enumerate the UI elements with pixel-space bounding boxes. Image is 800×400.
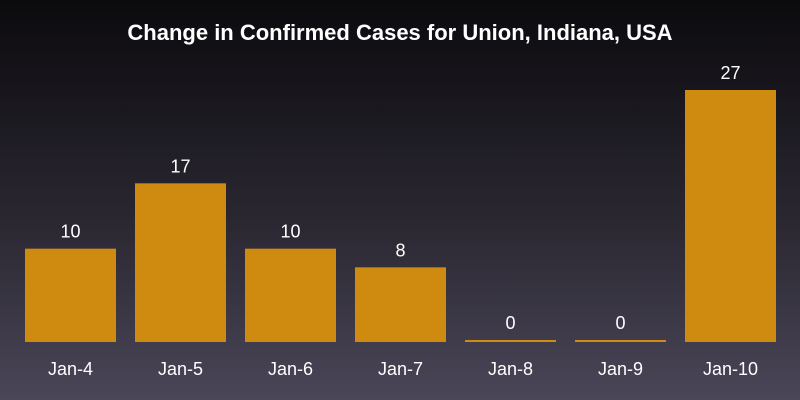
data-label-Jan-9: 0 (615, 313, 625, 333)
bar-Jan-10 (685, 90, 776, 342)
x-tick-label-Jan-7: Jan-7 (378, 359, 423, 379)
x-tick-label-Jan-6: Jan-6 (268, 359, 313, 379)
x-tick-label-Jan-8: Jan-8 (488, 359, 533, 379)
bar-Jan-5 (135, 183, 226, 342)
data-label-Jan-5: 17 (170, 156, 190, 176)
bar-Jan-4 (25, 248, 116, 342)
data-label-Jan-8: 0 (505, 313, 515, 333)
x-tick-label-Jan-4: Jan-4 (48, 359, 93, 379)
bar-Jan-6 (245, 248, 336, 342)
bar-Jan-8 (465, 340, 556, 342)
x-tick-label-Jan-9: Jan-9 (598, 359, 643, 379)
data-label-Jan-10: 27 (720, 63, 740, 83)
data-label-Jan-7: 8 (395, 240, 405, 260)
x-tick-label-Jan-5: Jan-5 (158, 359, 203, 379)
x-tick-label-Jan-10: Jan-10 (703, 359, 758, 379)
data-label-Jan-4: 10 (60, 222, 80, 242)
bar-Jan-9 (575, 340, 666, 342)
bar-Jan-7 (355, 267, 446, 342)
chart-title: Change in Confirmed Cases for Union, Ind… (127, 20, 673, 45)
data-label-Jan-6: 10 (280, 222, 300, 242)
